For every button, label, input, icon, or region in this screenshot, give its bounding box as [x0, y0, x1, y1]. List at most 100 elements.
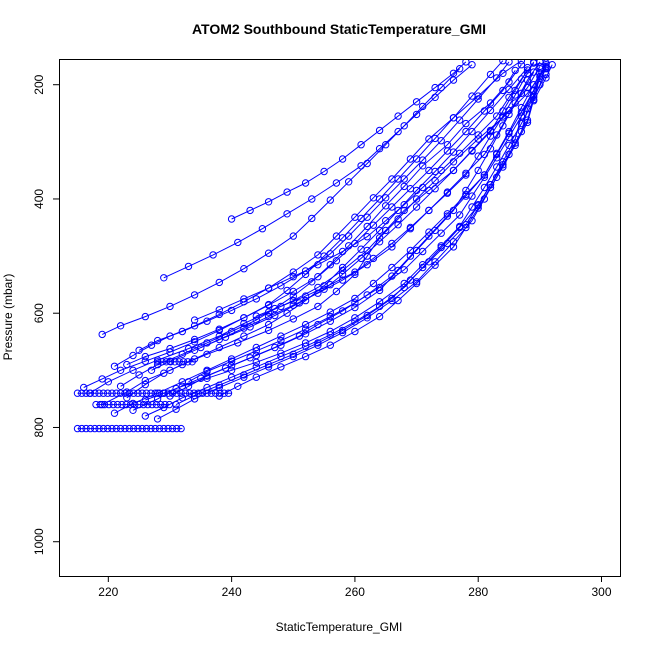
data-point	[178, 327, 187, 336]
data-point	[314, 302, 322, 311]
data-point	[277, 336, 285, 345]
data-point	[227, 306, 236, 315]
data-point	[332, 179, 341, 187]
data-point	[308, 195, 316, 203]
data-point	[123, 360, 131, 369]
data-point	[184, 358, 192, 366]
data-point	[412, 98, 421, 106]
data-point	[147, 366, 156, 374]
data-point	[289, 273, 297, 281]
data-point	[388, 203, 396, 211]
data-point	[499, 107, 507, 115]
data-point	[227, 215, 236, 223]
data-point	[96, 400, 105, 409]
data-point	[301, 325, 310, 333]
data-point	[406, 185, 415, 193]
data-point	[78, 424, 86, 433]
data-point	[224, 389, 233, 397]
data-point	[135, 371, 143, 379]
data-point	[431, 185, 439, 193]
data-point	[121, 424, 129, 433]
data-point	[264, 326, 273, 335]
data-point	[425, 166, 433, 175]
data-point	[148, 400, 156, 409]
data-point	[138, 424, 146, 433]
data-point	[203, 339, 211, 347]
data-point	[215, 381, 224, 389]
data-point	[215, 325, 224, 333]
data-point	[147, 424, 155, 433]
data-point	[301, 330, 310, 338]
data-point	[357, 162, 365, 170]
data-point	[394, 221, 402, 229]
data-point	[326, 308, 334, 316]
data-point	[172, 384, 180, 393]
profile-line	[163, 64, 473, 279]
data-point	[105, 400, 113, 409]
data-point	[151, 424, 159, 433]
data-point	[456, 116, 464, 124]
data-point	[388, 294, 396, 303]
data-point	[283, 210, 291, 218]
data-point	[153, 358, 162, 366]
data-point	[215, 335, 224, 344]
data-point	[179, 358, 188, 366]
plot-area	[73, 59, 556, 433]
data-point	[382, 141, 390, 149]
data-point	[499, 122, 507, 130]
data-point	[177, 389, 185, 397]
data-point	[295, 299, 304, 307]
data-point	[474, 152, 482, 160]
data-point	[351, 294, 359, 303]
profile-series	[135, 59, 513, 354]
x-tick-label: 300	[591, 585, 611, 599]
data-point	[326, 250, 334, 258]
data-point	[264, 198, 273, 206]
data-point	[240, 295, 248, 303]
data-point	[215, 343, 224, 352]
data-point	[112, 424, 121, 433]
data-point	[234, 382, 242, 390]
data-point	[252, 312, 260, 320]
data-point	[104, 389, 112, 397]
data-point	[168, 424, 177, 433]
data-point	[116, 322, 125, 330]
data-point	[289, 268, 297, 276]
data-point	[166, 302, 174, 311]
data-point	[332, 287, 341, 296]
data-point	[116, 366, 125, 374]
data-point	[126, 400, 135, 409]
data-point	[155, 424, 164, 433]
data-point	[99, 424, 108, 433]
data-point	[252, 316, 260, 324]
data-point	[112, 389, 121, 397]
data-point	[252, 343, 260, 352]
data-point	[227, 357, 236, 365]
data-point	[326, 317, 334, 325]
data-point	[394, 215, 402, 223]
data-point	[462, 119, 470, 128]
data-point	[108, 389, 116, 397]
data-point	[98, 375, 106, 383]
data-point	[295, 332, 304, 340]
data-point	[369, 221, 378, 229]
data-point	[308, 214, 316, 223]
y-axis-label: Pressure (mbar)	[1, 274, 15, 361]
data-point	[314, 341, 322, 349]
data-point	[227, 366, 236, 374]
data-point	[338, 155, 347, 163]
data-point	[91, 424, 99, 433]
data-point	[338, 270, 347, 279]
data-point	[499, 163, 507, 171]
data-point	[301, 267, 310, 275]
data-point	[382, 217, 390, 225]
profile-line	[188, 73, 541, 383]
data-point	[162, 358, 171, 366]
data-point	[240, 314, 248, 322]
data-point	[449, 69, 458, 78]
data-point	[252, 373, 260, 381]
profile-line	[219, 62, 547, 397]
x-axis: 220 240 260 280 300	[98, 576, 612, 599]
data-point	[375, 126, 384, 135]
profile-line	[145, 64, 553, 401]
